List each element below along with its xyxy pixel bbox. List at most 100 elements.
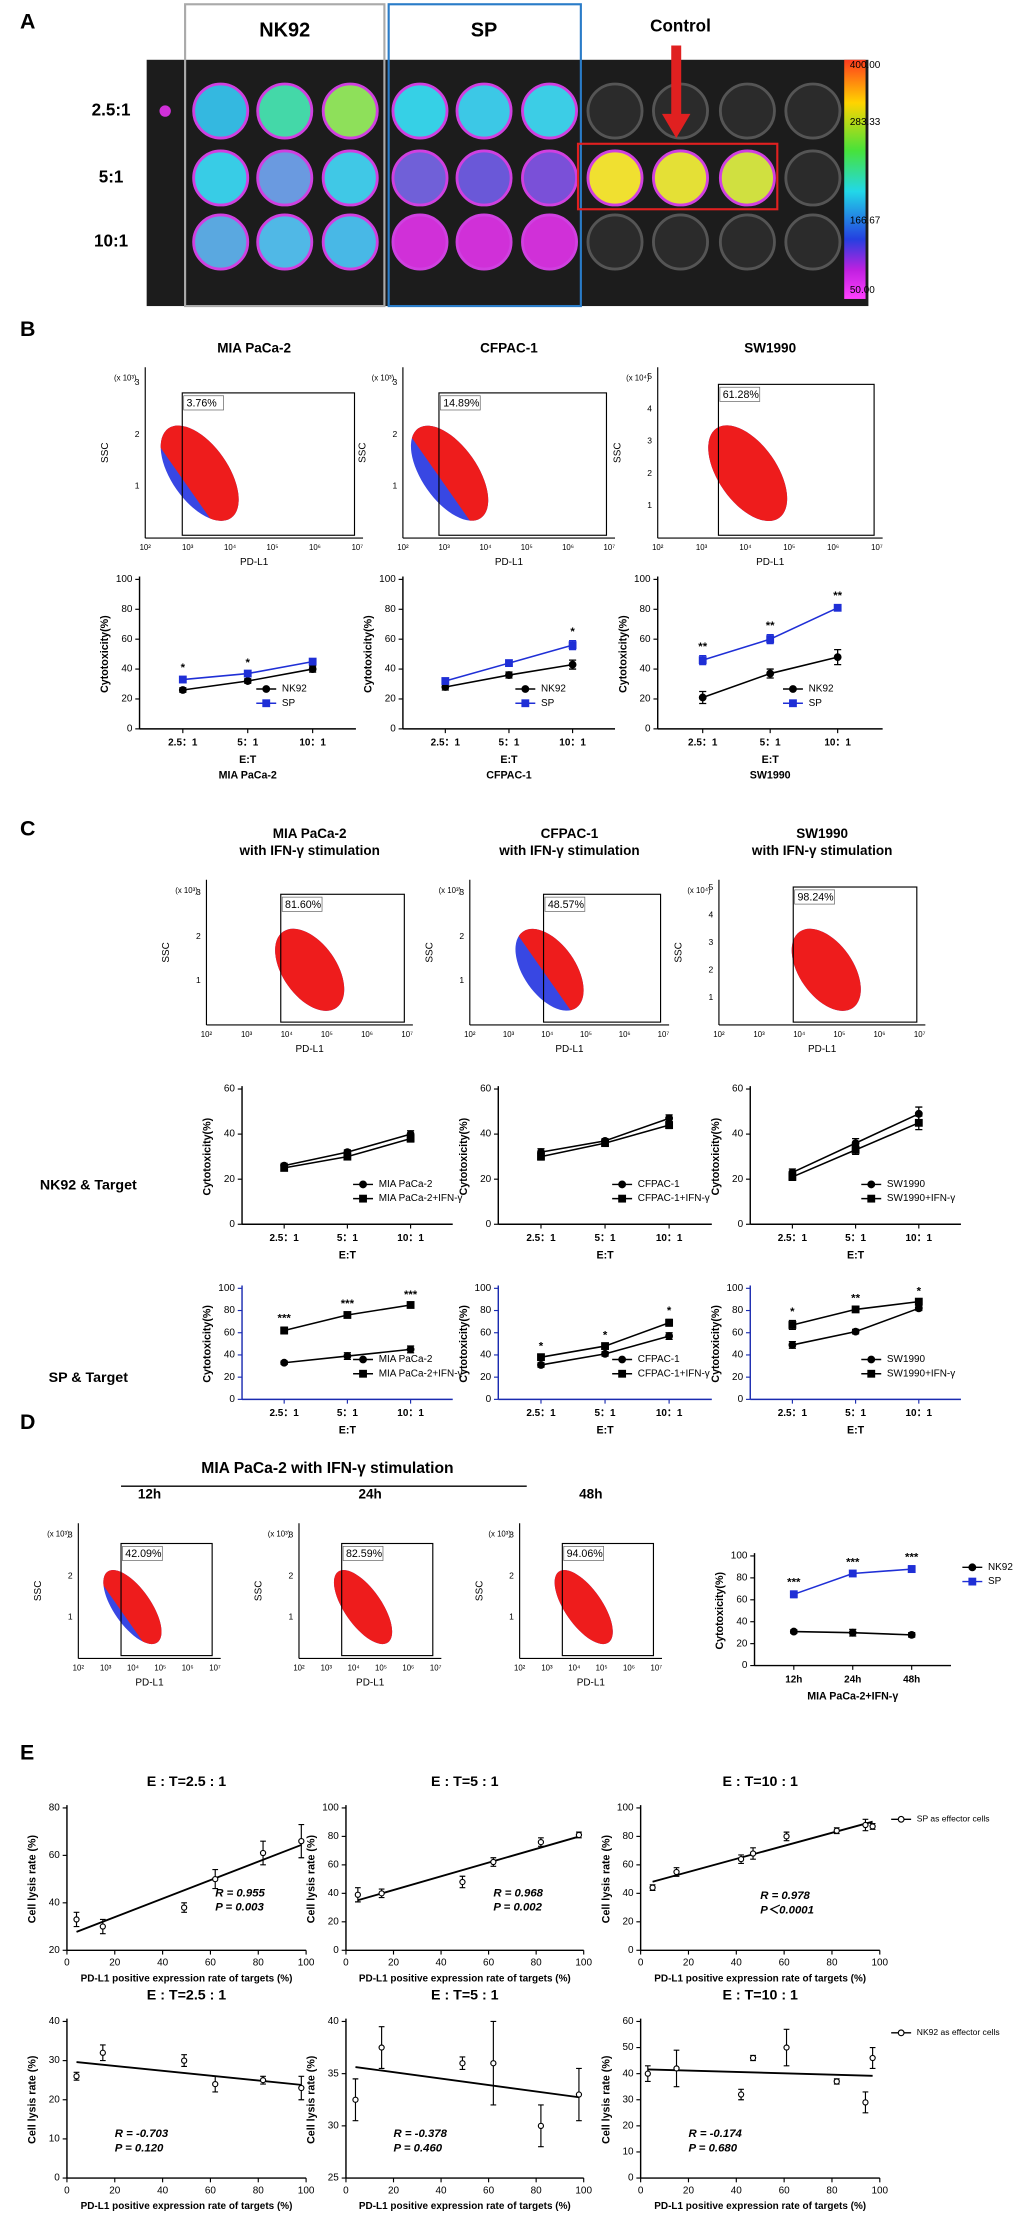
x-tick-label: 20: [388, 2185, 400, 2196]
group-label: NK92: [259, 20, 310, 42]
data-point: [378, 1890, 385, 1897]
legend-label: NK92 as effector cells: [917, 2027, 1000, 2037]
well: [256, 149, 314, 207]
well: [652, 149, 709, 207]
panel-label: E: [20, 1740, 34, 1764]
y-tick-label: 60: [480, 1327, 492, 1338]
x-tick-label: 10⁷: [430, 1663, 442, 1672]
legend-label: CFPAC-1+IFN-γ: [638, 1193, 710, 1204]
x-tick-label: 10⁴: [224, 543, 236, 552]
x-tick-label: 0: [64, 2185, 70, 2196]
data-point: [869, 2054, 876, 2062]
y-tick-label: 100: [727, 1283, 744, 1294]
flow-title: with IFN-γ stimulation: [751, 843, 892, 858]
well: [652, 213, 709, 271]
y-tick-label: 20: [49, 1945, 61, 1956]
x-tick-label: 10⁵: [580, 1030, 592, 1039]
x-tick-label: 5：1: [845, 1408, 866, 1419]
data-point: [833, 603, 842, 612]
y-tick-label: 40: [385, 664, 397, 675]
x-tick-label: 10²: [201, 1030, 213, 1039]
x-tick-label: 10²: [293, 1663, 305, 1672]
y-tick-label: 80: [622, 1831, 634, 1842]
x-tick-label: 10⁴: [541, 1030, 553, 1039]
data-point: [343, 1311, 352, 1319]
y-tick-label: 0: [738, 1394, 744, 1405]
legend-marker: [618, 1369, 627, 1378]
data-point: [601, 1342, 609, 1350]
x-tick-label: 60: [483, 1958, 495, 1969]
y-tick-label: 3: [392, 377, 397, 387]
y-tick-label: 0: [645, 723, 651, 734]
x-tick-label: 10：1: [906, 1233, 933, 1244]
x-axis-label: PD-L1 positive expression rate of target…: [81, 2201, 293, 2212]
chart-title: E : T=2.5 : 1: [147, 1774, 227, 1790]
x-tick-label: 10⁵: [596, 1663, 608, 1672]
significance-label: *: [570, 626, 575, 638]
ratio-label: 10:1: [94, 232, 129, 251]
x-tick-label: 10²: [397, 543, 409, 552]
y-tick-label: 1: [135, 481, 140, 491]
y-tick-label: 40: [328, 2016, 340, 2027]
y-tick-label: 3: [289, 1530, 294, 1540]
regression-line: [357, 1835, 580, 1902]
x-axis-label: E:T: [762, 754, 780, 766]
well: [192, 213, 250, 271]
x-tick-label: 0: [638, 2185, 644, 2196]
cell-cloud-positive: [791, 928, 861, 1011]
data-point: [343, 1152, 352, 1161]
data-point: [783, 1833, 790, 1840]
y-tick-label: 10: [622, 2147, 634, 2158]
colorbar-tick-label: 50.00: [850, 285, 875, 296]
legend-marker: [359, 1355, 367, 1364]
data-point: [352, 2096, 359, 2103]
x-tick-label: 80: [531, 1958, 543, 1969]
x-tick-label: 100: [871, 1958, 888, 1969]
y-axis-label: Cytotoxicity(%): [99, 615, 111, 693]
legend-label: SP: [282, 698, 296, 709]
data-point: [851, 1145, 860, 1154]
data-point: [212, 1875, 219, 1883]
y-tick-label: 30: [49, 2055, 61, 2066]
y-tick-label: 60: [736, 1594, 748, 1605]
legend-label: MIA PaCa-2+IFN-γ: [379, 1368, 463, 1379]
well: [521, 149, 579, 207]
legend-marker: [359, 1180, 367, 1189]
data-point: [406, 1134, 415, 1143]
y-axis-label: SSC: [612, 442, 623, 462]
data-point: [180, 1904, 188, 1911]
x-tick-label: 100: [575, 1958, 592, 1969]
data-point: [783, 2044, 790, 2051]
x-tick-label: 10⁴: [127, 1663, 139, 1672]
x-tick-label: 40: [157, 2185, 169, 2196]
axis-multiplier: (x 10³): [268, 1530, 291, 1539]
x-tick-label: 10²: [464, 1030, 476, 1039]
y-axis-label: SSC: [33, 1581, 44, 1601]
y-tick-label: 0: [390, 723, 396, 734]
legend-marker: [618, 1355, 627, 1364]
y-tick-label: 2: [196, 931, 201, 941]
data-point: [862, 2099, 869, 2106]
y-tick-label: 3: [68, 1530, 73, 1540]
y-tick-label: 20: [121, 694, 133, 705]
regression-line: [76, 1844, 302, 1933]
legend-label: MIA PaCa-2+IFN-γ: [379, 1193, 463, 1204]
x-tick-label: 100: [575, 2185, 592, 2196]
y-tick-label: 100: [116, 574, 133, 585]
data-point: [665, 1121, 674, 1130]
y-tick-label: 20: [732, 1372, 744, 1383]
significance-label: *: [917, 1285, 922, 1297]
data-point: [788, 1341, 797, 1349]
x-tick-label: 0: [343, 1958, 349, 1969]
x-axis-label: E:T: [596, 1424, 614, 1436]
y-tick-label: 60: [49, 1850, 61, 1861]
data-point: [537, 1361, 545, 1369]
x-tick-label: 40: [436, 1958, 448, 1969]
well: [256, 213, 314, 271]
y-axis-label: SSC: [161, 942, 172, 962]
y-axis-label: Cell lysis rate (%): [27, 2055, 39, 2144]
stat-annotation: P = 0.002: [493, 1902, 542, 1914]
well: [718, 149, 776, 207]
y-tick-label: 0: [54, 2173, 60, 2184]
y-tick-label: 3: [647, 436, 652, 446]
